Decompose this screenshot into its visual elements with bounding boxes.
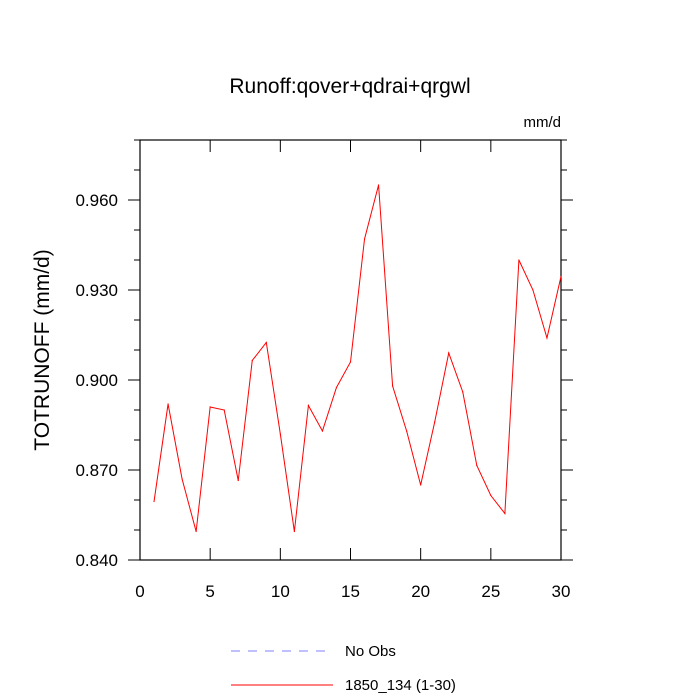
data-point	[153, 500, 155, 503]
plot-frame	[139, 139, 562, 561]
data-point	[209, 406, 211, 408]
data-point	[504, 512, 506, 515]
y-tick-label: 0.900	[75, 371, 118, 390]
data-point	[349, 361, 352, 363]
data-point	[223, 409, 225, 411]
data-point	[195, 530, 197, 533]
data-point	[546, 337, 548, 339]
legend-label: 1850_134 (1-30)	[345, 677, 456, 694]
data-point	[307, 404, 309, 407]
x-tick-label: 20	[411, 582, 430, 601]
plot-border	[139, 139, 562, 561]
data-point	[251, 359, 253, 362]
x-tick-label: 5	[205, 582, 214, 601]
data-point	[181, 478, 183, 480]
data-point	[434, 421, 436, 423]
data-point	[406, 430, 408, 432]
chart-title: Runoff:qover+qdrai+qrgwl	[229, 75, 470, 98]
y-axis: 0.840 0.870 0.900 0.930 0.960	[75, 139, 573, 570]
units-label: mm/d	[524, 114, 562, 131]
y-tick-label: 0.960	[75, 191, 118, 210]
data-point	[560, 275, 562, 278]
data-point	[335, 386, 338, 389]
data-point	[518, 259, 520, 261]
legend: No Obs 1850_134 (1-30)	[231, 643, 456, 694]
y-tick-label: 0.840	[75, 551, 118, 570]
data-point	[377, 184, 380, 186]
series-line	[153, 184, 562, 532]
x-tick-label: 0	[135, 582, 144, 601]
data-point	[265, 341, 267, 344]
x-tick-label: 15	[341, 582, 360, 601]
x-axis: 0 5 10 15 20 25 30	[135, 140, 570, 601]
data-point	[532, 289, 534, 291]
data-point	[363, 238, 366, 240]
legend-label: No Obs	[345, 643, 396, 660]
x-tick-label: 10	[271, 582, 290, 601]
data-point	[392, 385, 394, 387]
data-point	[476, 464, 478, 467]
x-tick-label: 30	[552, 582, 571, 601]
y-tick-label: 0.870	[75, 461, 118, 480]
y-axis-label: TOTRUNOFF (mm/d)	[31, 249, 54, 450]
y-tick-label: 0.930	[75, 281, 118, 300]
series-layer	[153, 184, 562, 533]
x-tick-label: 25	[481, 582, 500, 601]
data-point	[167, 403, 169, 405]
data-point	[490, 494, 492, 497]
data-point	[237, 479, 239, 482]
data-point	[293, 530, 295, 533]
data-point	[321, 430, 324, 432]
data-point	[462, 391, 464, 393]
data-point	[279, 433, 281, 435]
data-point	[448, 352, 450, 354]
data-point	[420, 484, 422, 486]
